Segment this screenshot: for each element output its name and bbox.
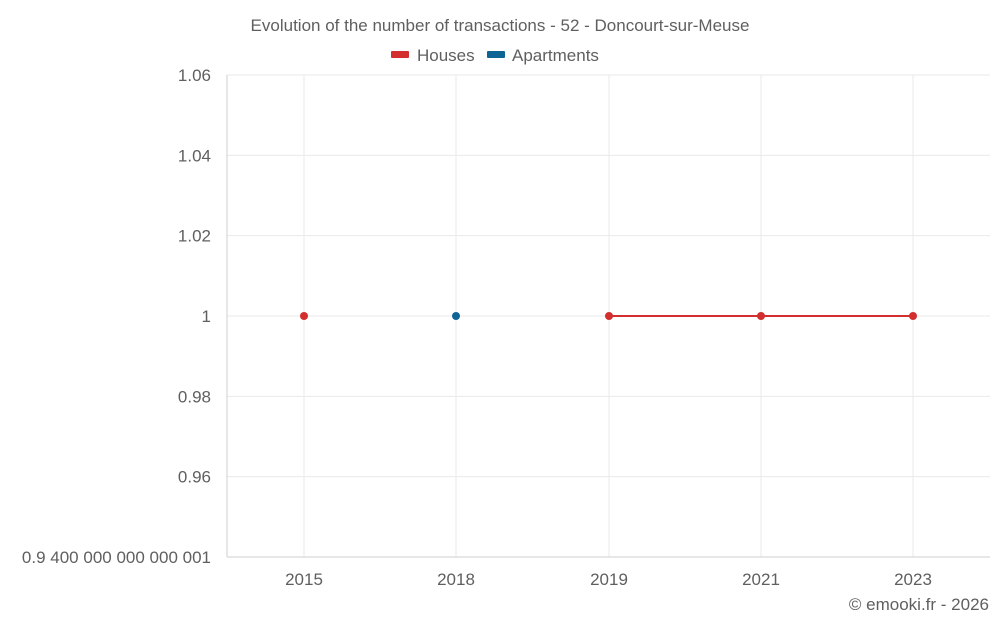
axes: 1.06 1.04 1.02 1 0.98 0.96 0.9 400 000 000 000… bbox=[22, 66, 990, 589]
y-tick-label: 0.9 400 000 000 000 001 bbox=[22, 548, 211, 567]
x-tick-label: 2015 bbox=[285, 570, 323, 589]
data-point-houses-2021[interactable] bbox=[757, 312, 765, 320]
x-tick-label: 2018 bbox=[437, 570, 475, 589]
data-point-houses-2015[interactable] bbox=[300, 312, 308, 320]
legend-label-apartments: Apartments bbox=[512, 46, 599, 65]
legend-swatch-houses bbox=[391, 51, 409, 58]
x-tick-label: 2019 bbox=[590, 570, 628, 589]
legend: Houses Apartments bbox=[391, 46, 599, 65]
legend-item-houses[interactable]: Houses bbox=[391, 46, 475, 65]
grid bbox=[227, 74, 990, 557]
y-tick-label: 1.06 bbox=[178, 66, 211, 85]
chart-title: Evolution of the number of transactions … bbox=[251, 16, 750, 35]
credit-text: © emooki.fr - 2026 bbox=[849, 595, 989, 614]
y-tick-label: 0.96 bbox=[178, 468, 211, 487]
series bbox=[300, 312, 917, 320]
x-tick-label: 2021 bbox=[742, 570, 780, 589]
x-tick-label: 2023 bbox=[894, 570, 932, 589]
y-tick-label: 1.02 bbox=[178, 227, 211, 246]
legend-item-apartments[interactable]: Apartments bbox=[487, 46, 599, 65]
y-tick-label: 1.04 bbox=[178, 146, 211, 165]
data-point-houses-2019[interactable] bbox=[605, 312, 613, 320]
y-tick-label: 0.98 bbox=[178, 387, 211, 406]
legend-label-houses: Houses bbox=[417, 46, 475, 65]
legend-swatch-apartments bbox=[487, 51, 505, 58]
data-point-apartments-2018[interactable] bbox=[452, 312, 460, 320]
data-point-houses-2023[interactable] bbox=[909, 312, 917, 320]
y-tick-label: 1 bbox=[202, 307, 211, 326]
